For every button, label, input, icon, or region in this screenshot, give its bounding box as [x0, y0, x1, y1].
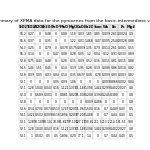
- Text: Table 2: Summary of XPMA data for the pyroxenes from the basic-intermediate volc: Table 2: Summary of XPMA data for the py…: [0, 19, 150, 23]
